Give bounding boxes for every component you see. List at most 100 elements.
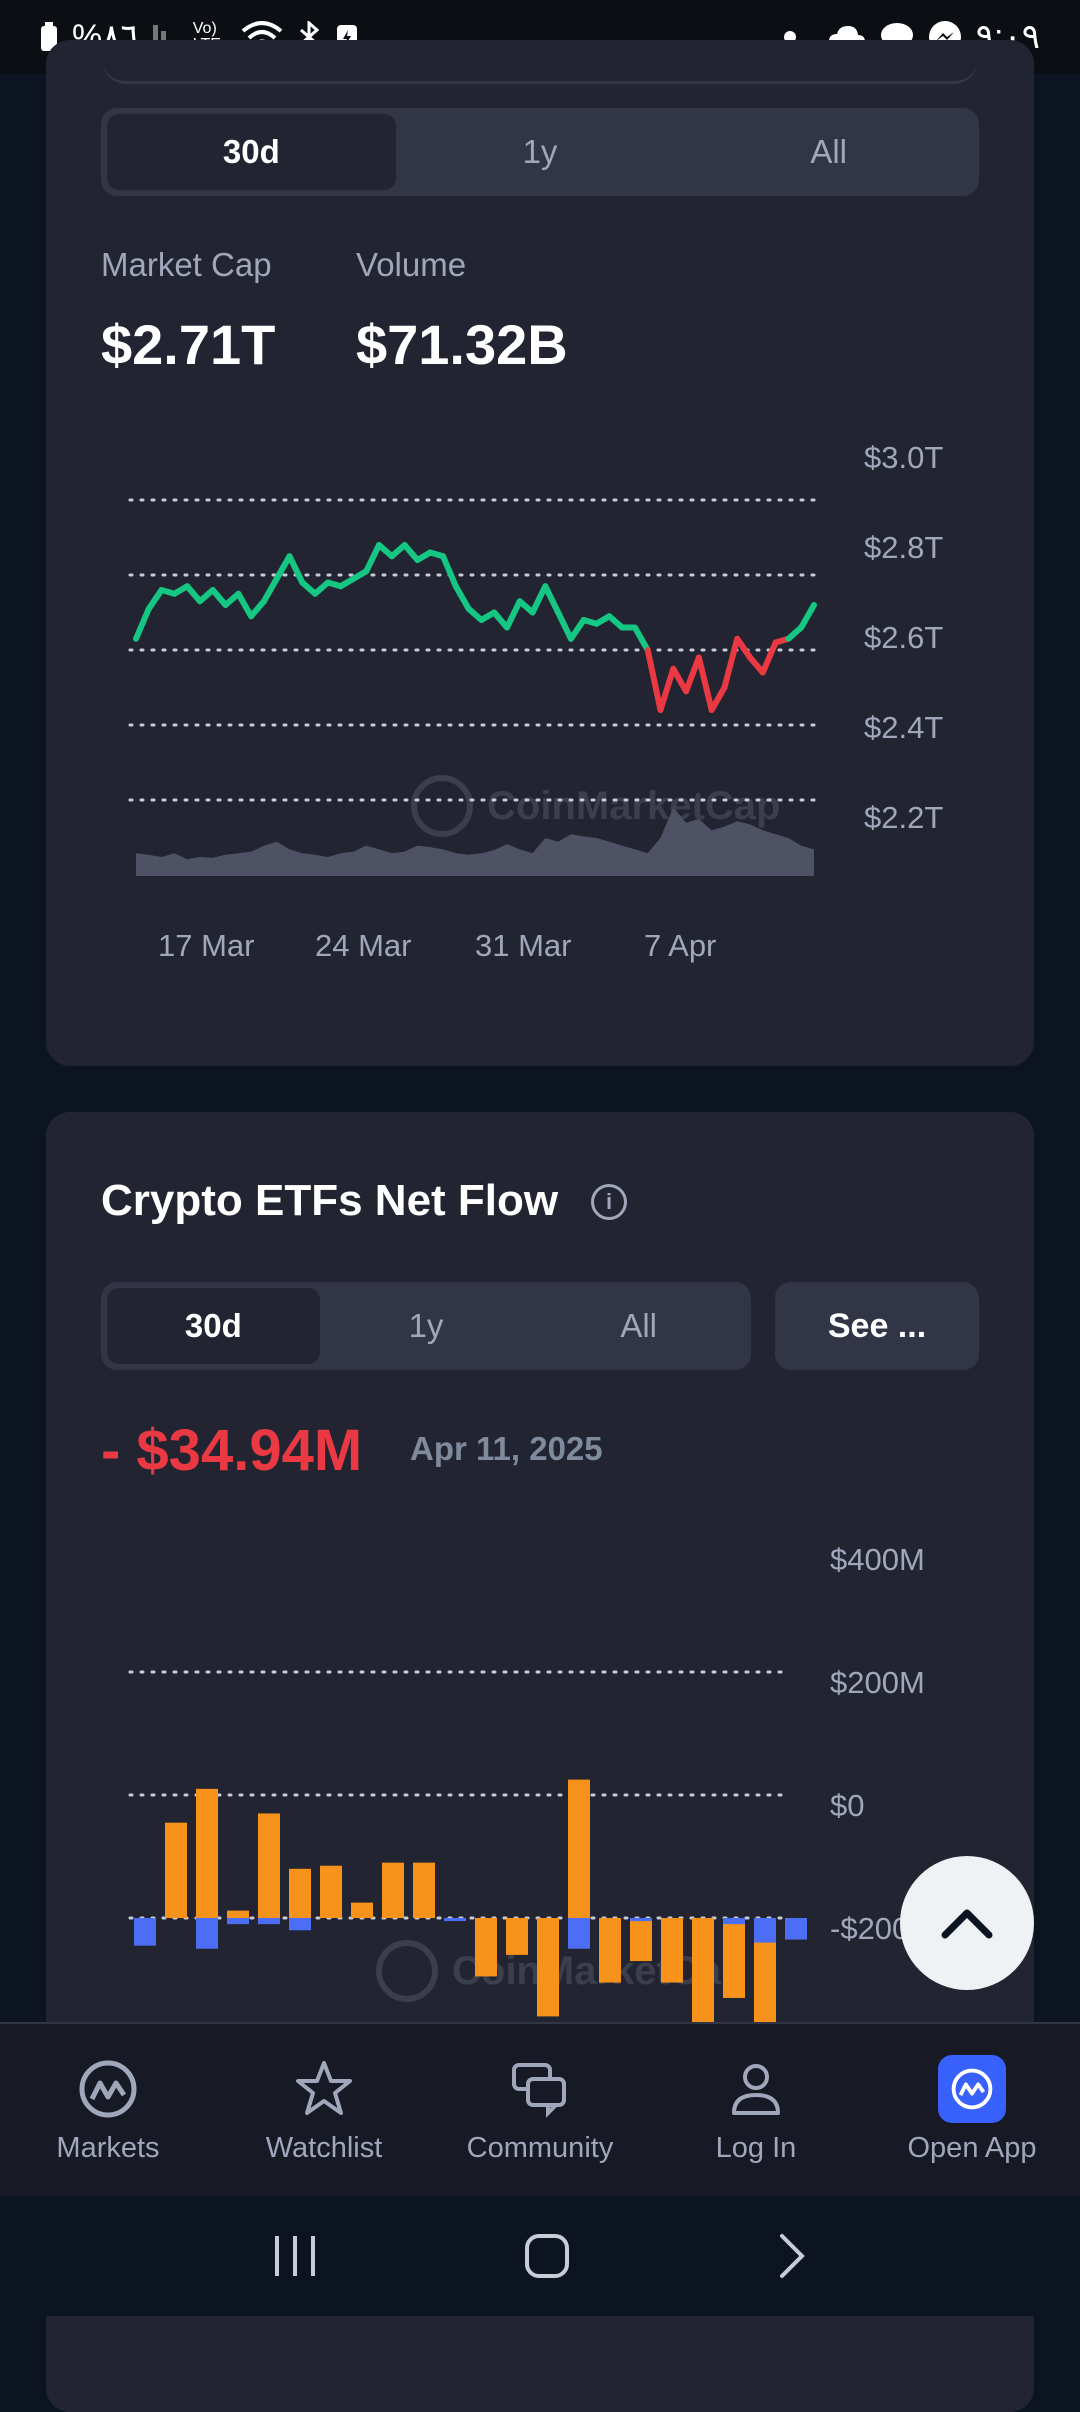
y-tick-label: $2.2T	[864, 800, 944, 835]
bottom-nav: Markets Watchlist Community Log In Open …	[0, 2022, 1080, 2196]
flow-bar-eth	[258, 1918, 280, 1925]
price-line-segment	[542, 583, 562, 616]
price-line-segment	[670, 665, 690, 695]
y-tick-label: $2.8T	[864, 530, 944, 565]
price-line-segment	[798, 602, 817, 631]
home-icon[interactable]	[524, 2233, 570, 2279]
market-cap-label: Market Cap	[101, 246, 272, 283]
nav-markets[interactable]: Markets	[0, 2024, 216, 2196]
price-line-segment	[235, 590, 255, 620]
price-line-segment	[555, 609, 574, 642]
flow-bar-eth	[723, 1918, 745, 1925]
back-icon[interactable]	[777, 2233, 807, 2279]
flow-bar-eth	[134, 1918, 156, 1946]
see-more-button[interactable]: See ...	[775, 1282, 979, 1370]
price-line-segment	[644, 647, 664, 713]
price-line-segment	[363, 542, 383, 575]
y-tick-label: $2.6T	[864, 620, 944, 655]
price-line-segment	[248, 598, 267, 620]
chart-watermark: CoinMarketCap	[411, 775, 780, 837]
flow-bar-btc	[196, 1788, 218, 1918]
battery-icon	[41, 22, 57, 51]
market-cap-value: $2.71T	[101, 313, 276, 376]
flow-bar-eth	[444, 1918, 466, 1922]
cmc-watermark-icon	[376, 1940, 438, 2002]
price-line-segment	[491, 609, 510, 631]
flow-bar-btc	[692, 1918, 714, 2032]
price-line-segment	[734, 635, 754, 661]
flow-bar-eth	[754, 1918, 776, 1943]
price-line-segment	[440, 553, 459, 590]
nav-login[interactable]: Log In	[648, 2024, 864, 2196]
nav-community[interactable]: Community	[432, 2024, 648, 2196]
flow-bar-eth	[227, 1918, 249, 1925]
info-icon[interactable]: i	[591, 1184, 627, 1220]
flow-bar-btc	[661, 1918, 683, 1983]
tab-30d[interactable]: 30d	[107, 114, 396, 190]
price-line-segment	[184, 583, 203, 605]
tab-30d[interactable]: 30d	[107, 1288, 320, 1364]
price-line-segment	[529, 583, 549, 616]
price-line-segment	[695, 654, 715, 713]
price-line-segment	[503, 598, 523, 631]
price-line-segment	[631, 624, 651, 653]
price-line-segment	[759, 639, 779, 676]
price-line-segment	[708, 684, 728, 713]
nav-watchlist[interactable]: Watchlist	[216, 2024, 432, 2196]
y-tick-label: $400M	[830, 1542, 925, 1577]
net-flow-value: - $34.94M	[101, 1418, 363, 1483]
chat-icon	[510, 2056, 570, 2122]
flow-bar-btc	[630, 1918, 652, 1962]
etf-period-tabs: 30d 1y All	[101, 1282, 751, 1370]
open-app-icon	[938, 2054, 1006, 2123]
price-line-segment	[145, 587, 165, 612]
net-flow-date: Apr 11, 2025	[410, 1430, 603, 1467]
flow-bar-btc	[165, 1822, 187, 1918]
market-cap-chart	[128, 498, 822, 876]
market-period-tabs: 30d 1y All	[101, 108, 979, 196]
price-line-segment	[133, 605, 152, 642]
nav-open-app[interactable]: Open App	[864, 2024, 1080, 2196]
price-line-segment	[209, 587, 229, 608]
volume-value: $71.32B	[356, 313, 568, 376]
flow-bar-btc	[258, 1813, 280, 1918]
volume-label: Volume	[356, 246, 467, 283]
price-line-segment	[401, 542, 421, 563]
flow-bar-btc	[506, 1918, 528, 1955]
flow-bar-btc	[568, 1779, 590, 1918]
flow-bar-eth	[289, 1918, 311, 1931]
tab-1y[interactable]: 1y	[408, 1307, 444, 1344]
x-tick-label: 7 Apr	[644, 928, 717, 963]
x-tick-label: 24 Mar	[315, 928, 412, 963]
flow-bar-btc	[723, 1918, 745, 1998]
volume-area	[136, 807, 814, 876]
flow-bar-eth	[785, 1918, 807, 1940]
recent-apps-icon[interactable]	[273, 2234, 317, 2278]
etf-flow-chart	[128, 1670, 807, 2032]
star-icon	[294, 2056, 354, 2122]
price-line-segment	[260, 575, 280, 605]
system-nav-bar	[0, 2196, 1080, 2316]
flow-bar-eth	[568, 1918, 590, 1949]
tab-1y[interactable]: 1y	[522, 133, 558, 170]
user-icon	[726, 2056, 786, 2122]
tab-all[interactable]: All	[810, 133, 848, 170]
price-line-segment	[286, 553, 306, 586]
flow-bar-btc	[320, 1865, 342, 1918]
tab-all[interactable]: All	[620, 1307, 658, 1344]
price-line-segment	[683, 654, 702, 695]
flow-bar-btc	[227, 1910, 249, 1918]
y-tick-label: $2.4T	[864, 710, 944, 745]
y-tick-label: $3.0T	[864, 440, 944, 475]
flow-bar-eth	[630, 1918, 652, 1922]
flow-bar-btc	[599, 1918, 621, 1983]
flow-bar-btc	[537, 1918, 559, 2017]
price-line-segment	[452, 583, 472, 612]
scroll-to-top-button[interactable]	[900, 1856, 1034, 1990]
flow-bar-btc	[475, 1918, 497, 1977]
flow-bar-btc	[382, 1862, 404, 1918]
flow-bar-btc	[413, 1862, 435, 1918]
x-tick-label: 17 Mar	[158, 928, 255, 963]
flow-bar-btc	[754, 1918, 776, 2032]
cmc-watermark-icon	[411, 775, 473, 837]
